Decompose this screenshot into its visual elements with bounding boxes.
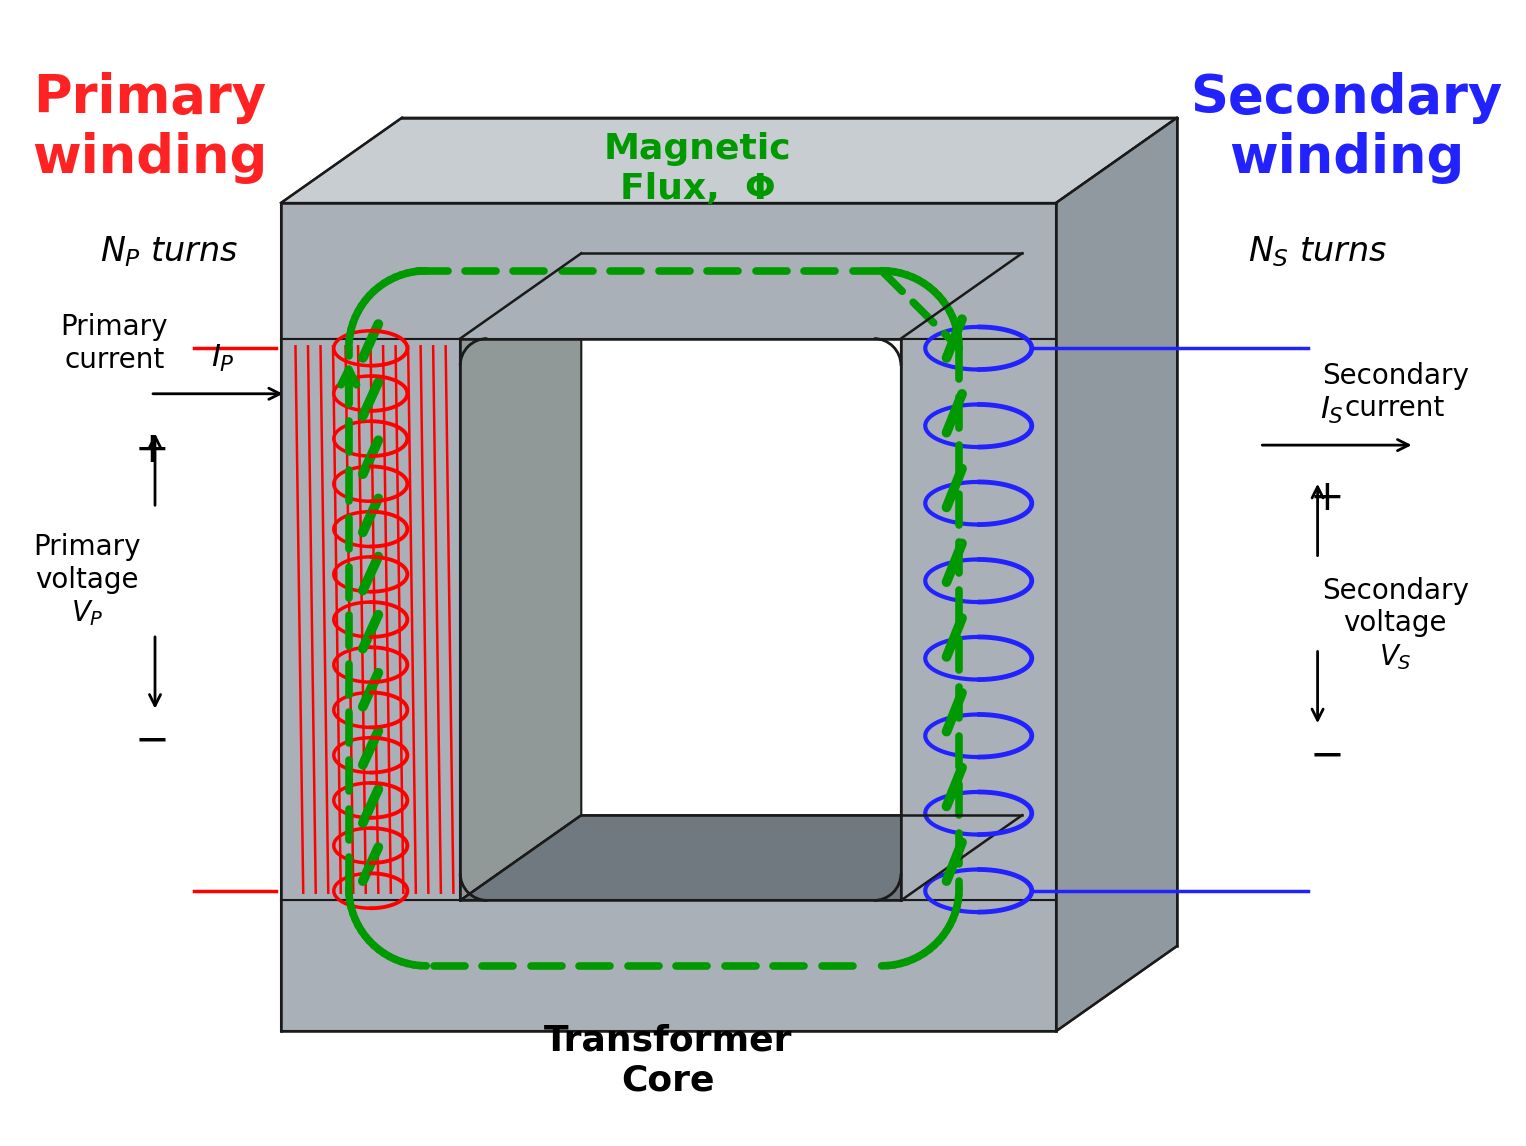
Polygon shape — [281, 901, 1056, 1031]
Text: Transformer
Core: Transformer Core — [545, 1023, 792, 1097]
Text: Secondary
voltage
$V_S$: Secondary voltage $V_S$ — [1322, 576, 1468, 672]
Text: $I_S$: $I_S$ — [1320, 394, 1344, 426]
Text: Magnetic
Flux,  Φ: Magnetic Flux, Φ — [604, 132, 792, 205]
Polygon shape — [461, 253, 581, 901]
Polygon shape — [281, 118, 1177, 203]
Polygon shape — [461, 815, 1022, 901]
Text: Primary
current: Primary current — [61, 313, 168, 374]
Text: Primary
voltage
$V_P$: Primary voltage $V_P$ — [34, 533, 140, 628]
Text: $N_S$ turns: $N_S$ turns — [1248, 234, 1387, 268]
Polygon shape — [281, 203, 1056, 338]
Text: +: + — [134, 429, 169, 471]
Text: −: − — [134, 720, 169, 762]
Text: Secondary
current: Secondary current — [1322, 362, 1468, 422]
Polygon shape — [900, 338, 1056, 901]
Text: Secondary
winding: Secondary winding — [1190, 72, 1503, 185]
Polygon shape — [461, 253, 1022, 338]
Text: $I_P$: $I_P$ — [211, 344, 235, 375]
Text: Primary
winding: Primary winding — [32, 72, 267, 185]
Text: +: + — [1309, 478, 1344, 519]
Text: $N_P$ turns: $N_P$ turns — [101, 234, 238, 268]
Text: −: − — [1309, 735, 1344, 776]
Polygon shape — [900, 253, 1022, 901]
Polygon shape — [281, 338, 461, 901]
Polygon shape — [1056, 118, 1177, 1031]
